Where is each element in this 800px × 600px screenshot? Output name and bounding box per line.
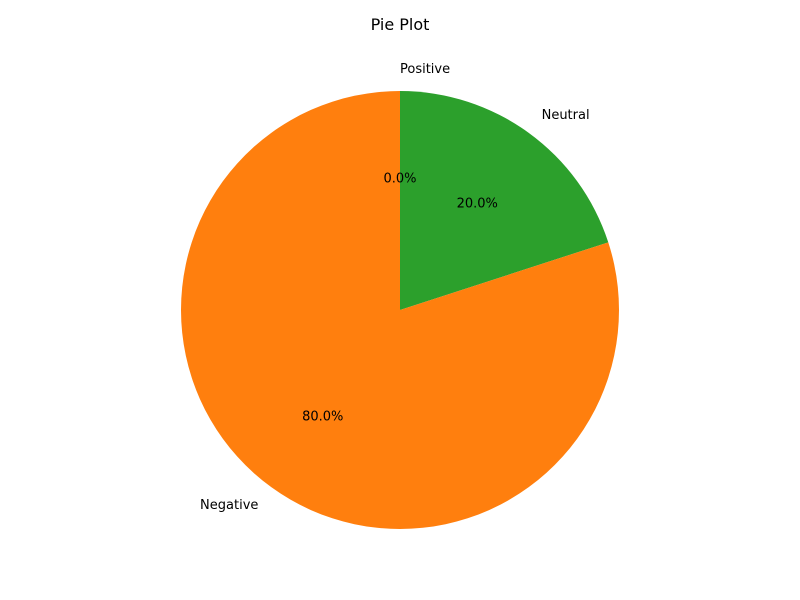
- slice-percent-neutral: 20.0%: [457, 197, 498, 212]
- slice-label-negative: Negative: [200, 498, 258, 513]
- slice-percent-positive: 0.0%: [383, 172, 416, 187]
- slices-layer: [181, 91, 619, 529]
- slice-percent-negative: 80.0%: [302, 409, 343, 424]
- slice-label-positive: Positive: [400, 62, 450, 77]
- pie-slice-negative: [181, 91, 619, 529]
- slice-label-neutral: Neutral: [542, 108, 590, 123]
- pie-slice-neutral: [400, 91, 609, 310]
- labels-layer: Positive 0.0% Neutral 20.0% Negative 80.0%: [200, 62, 590, 513]
- chart-title: Pie Plot: [371, 15, 430, 34]
